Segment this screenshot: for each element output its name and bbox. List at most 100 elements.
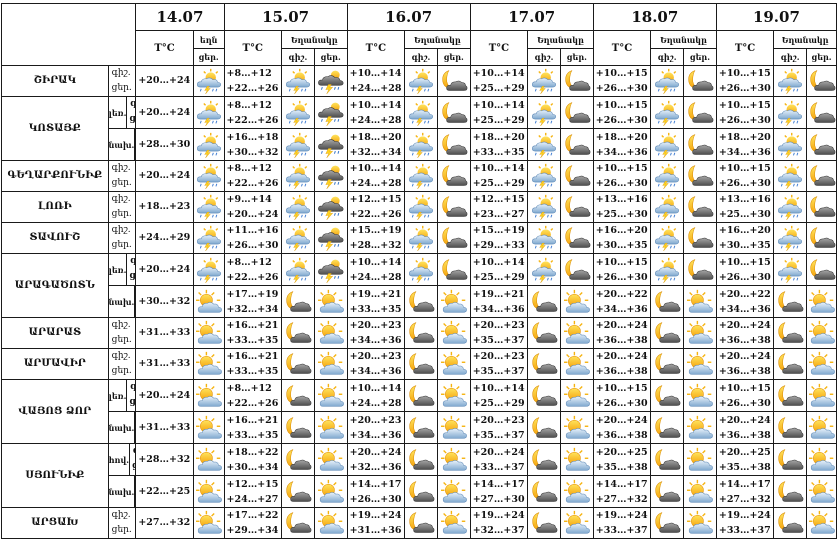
temperature-cell: +10…+15 +26…+30 xyxy=(592,65,652,97)
moon-cloud-icon xyxy=(280,507,315,539)
sun-storm-cloud-icon xyxy=(773,191,808,223)
sun-cloud-icon xyxy=(806,379,837,412)
sun-storm-cloud-icon xyxy=(404,253,438,286)
date-header: 14.07 xyxy=(135,3,225,31)
sun-cloud-icon xyxy=(313,475,348,508)
sun-storm-cloud-icon xyxy=(280,96,315,129)
moon-cloud-icon xyxy=(806,160,837,192)
storm-cloud-icon xyxy=(313,96,348,129)
sun-storm-cloud-icon xyxy=(404,96,438,129)
date-header: 19.07 xyxy=(715,3,838,31)
temperature-cell: +16…+20 +30…+35 xyxy=(715,222,775,254)
sun-cloud-icon xyxy=(806,507,837,539)
temperature-cell: +20…+23 +35…+37 xyxy=(469,411,529,444)
sun-storm-cloud-icon xyxy=(773,160,808,192)
moon-cloud-icon xyxy=(773,475,808,508)
sun-cloud-icon xyxy=(436,285,471,318)
moon-cloud-icon xyxy=(527,379,561,412)
sun-cloud-icon xyxy=(436,411,471,444)
sun-cloud-icon xyxy=(683,443,717,476)
storm-cloud-icon xyxy=(313,191,348,223)
sun-cloud-icon xyxy=(683,379,717,412)
moon-cloud-icon xyxy=(806,222,837,254)
temperature-cell: +10…+15 +26…+30 xyxy=(592,160,652,192)
sun-storm-cloud-icon xyxy=(280,222,315,254)
temperature-cell: +20…+23 +34…+36 xyxy=(346,348,406,380)
sun-cloud-icon xyxy=(192,285,225,318)
subregion-text: նախ. xyxy=(108,422,135,433)
temperature-cell: +20…+23 +35…+37 xyxy=(469,348,529,380)
sun-storm-cloud-icon xyxy=(527,160,561,192)
sun-storm-cloud-icon xyxy=(773,128,808,161)
period-labels: գիշ.ցեր. xyxy=(134,412,135,443)
sun-cloud-icon xyxy=(559,507,594,539)
sun-cloud-icon xyxy=(313,507,348,539)
temperature-cell: +8…+12 +22…+26 xyxy=(223,379,282,412)
temperature-cell: +20…+24 +33…+37 xyxy=(469,443,529,476)
moon-cloud-icon xyxy=(806,128,837,161)
sun-cloud-icon xyxy=(436,443,471,476)
temperature-cell: +20…+24 +36…+38 xyxy=(592,317,652,349)
temperature-cell: +31…+33 xyxy=(135,411,194,444)
sun-storm-cloud-icon xyxy=(527,96,561,129)
day-header: ցեր. xyxy=(313,48,348,66)
moon-cloud-icon xyxy=(650,379,685,412)
moon-cloud-icon xyxy=(436,128,471,161)
period-labels: գիշ.ցեր. xyxy=(134,286,135,317)
region-name: ԼՈՌԻ xyxy=(1,191,109,223)
day-header: ցեր. xyxy=(806,48,837,66)
moon-cloud-icon xyxy=(280,443,315,476)
sun-storm-cloud-icon xyxy=(773,96,808,129)
sun-storm-cloud-icon xyxy=(192,96,225,129)
night-header: գիշ. xyxy=(280,48,315,66)
temperature-cell: +20…+23 +34…+36 xyxy=(346,317,406,349)
moon-cloud-icon xyxy=(280,379,315,412)
temperature-cell: +20…+24 +36…+38 xyxy=(715,348,775,380)
moon-cloud-icon xyxy=(436,65,471,97)
day-header: ցեր. xyxy=(436,48,471,66)
moon-cloud-icon xyxy=(436,160,471,192)
temperature-cell: +16…+21 +33…+35 xyxy=(223,411,282,444)
temperature-cell: +14…+17 +27…+32 xyxy=(715,475,775,508)
moon-cloud-icon xyxy=(683,65,717,97)
temperature-cell: +10…+15 +26…+30 xyxy=(715,96,775,129)
moon-cloud-icon xyxy=(280,411,315,444)
sun-cloud-icon xyxy=(313,443,348,476)
temperature-cell: +20…+24 xyxy=(135,379,194,412)
day-header: ցեր. xyxy=(192,48,225,66)
sun-storm-cloud-icon xyxy=(280,253,315,286)
sun-storm-cloud-icon xyxy=(650,222,685,254)
moon-cloud-icon xyxy=(650,443,685,476)
temperature-cell: +13…+16 +25…+30 xyxy=(592,191,652,223)
moon-cloud-icon xyxy=(527,348,561,380)
sun-storm-cloud-icon xyxy=(650,128,685,161)
sun-cloud-icon xyxy=(313,317,348,349)
sun-cloud-icon xyxy=(683,411,717,444)
moon-cloud-icon xyxy=(280,475,315,508)
sun-cloud-icon xyxy=(192,507,225,539)
subregion-text: լեռ. xyxy=(108,264,127,275)
moon-cloud-icon xyxy=(527,317,561,349)
temperature-cell: +30…+32 xyxy=(135,285,194,318)
temperature-cell: +10…+14 +25…+29 xyxy=(469,96,529,129)
moon-cloud-icon xyxy=(683,253,717,286)
sun-cloud-icon xyxy=(192,475,225,508)
sun-storm-cloud-icon xyxy=(650,65,685,97)
temperature-cell: +31…+33 xyxy=(135,317,194,349)
sun-cloud-icon xyxy=(436,475,471,508)
temperature-cell: +20…+22 +34…+36 xyxy=(592,285,652,318)
moon-cloud-icon xyxy=(404,285,438,318)
sun-storm-cloud-icon xyxy=(280,160,315,192)
temperature-cell: +14…+17 +27…+32 xyxy=(592,475,652,508)
moon-cloud-icon xyxy=(773,317,808,349)
temperature-cell: +20…+22 +34…+36 xyxy=(715,285,775,318)
moon-cloud-icon xyxy=(527,507,561,539)
sun-cloud-icon xyxy=(683,507,717,539)
period-labels: գիշ.ցեր. xyxy=(107,348,137,380)
temperature-cell: +12…+15 +23…+27 xyxy=(469,191,529,223)
moon-cloud-icon xyxy=(527,475,561,508)
temperature-cell: +18…+20 +32…+34 xyxy=(346,128,406,161)
subregion-text: լեռ. xyxy=(108,390,127,401)
moon-cloud-icon xyxy=(404,379,438,412)
sun-cloud-icon xyxy=(559,285,594,318)
